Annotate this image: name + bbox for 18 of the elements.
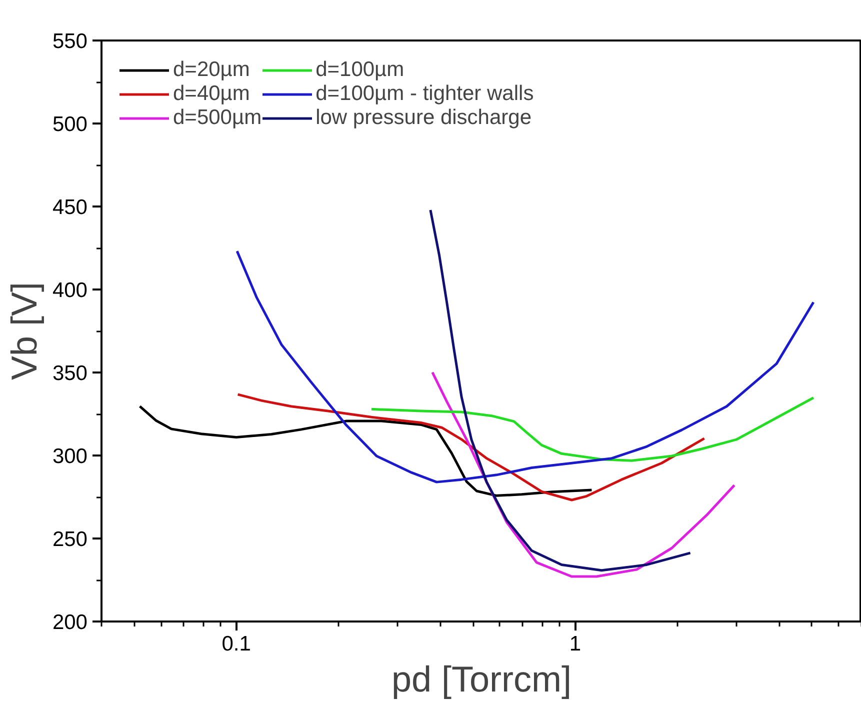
legend-label: low pressure discharge bbox=[316, 106, 532, 130]
y-tick-label: 250 bbox=[52, 528, 88, 551]
y-tick-label: 450 bbox=[52, 196, 88, 219]
x-axis-title: pd [Torrcm] bbox=[391, 658, 572, 700]
legend-label: d=100µm bbox=[316, 58, 404, 82]
y-tick-label: 550 bbox=[52, 30, 88, 53]
y-tick-label: 400 bbox=[52, 279, 88, 302]
x-tick-label: 1 bbox=[569, 632, 582, 656]
y-axis-title: Vb [V] bbox=[3, 282, 44, 380]
y-tick-label: 200 bbox=[52, 611, 88, 634]
legend-label: d=20µm bbox=[173, 58, 250, 82]
legend-label: d=40µm bbox=[173, 82, 250, 106]
y-tick-label: 500 bbox=[52, 113, 88, 136]
x-tick-label: 0.1 bbox=[222, 632, 251, 656]
legend-label: d=100µm - tighter walls bbox=[316, 82, 534, 106]
y-tick-label: 300 bbox=[52, 445, 88, 468]
legend-label: d=500µm bbox=[173, 106, 262, 130]
y-tick-label: 350 bbox=[52, 362, 88, 385]
